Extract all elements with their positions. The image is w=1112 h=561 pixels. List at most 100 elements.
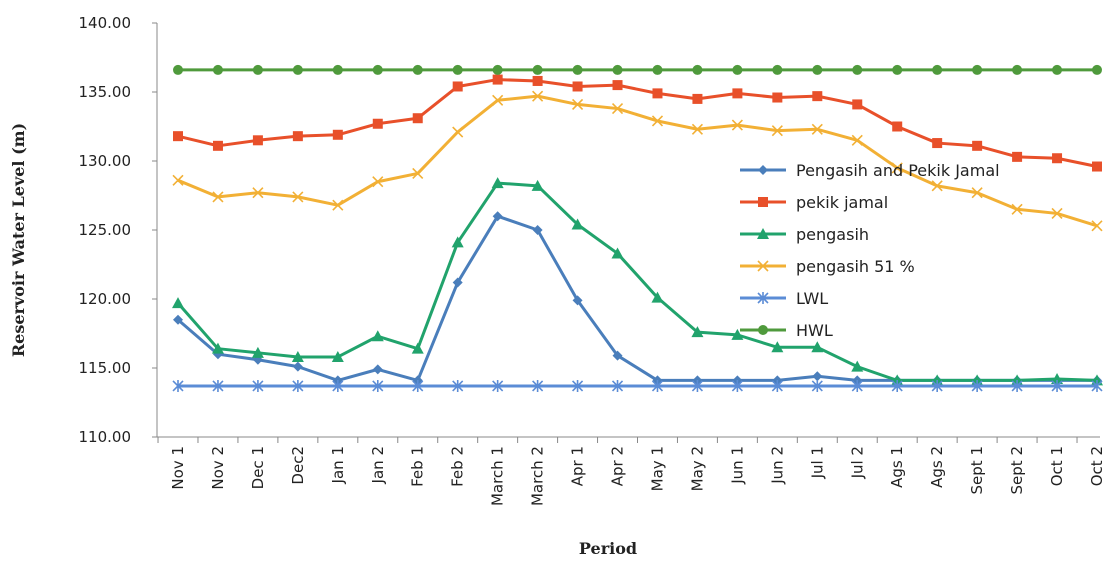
data-point [452, 277, 463, 288]
legend-label: pengasih [796, 225, 869, 244]
data-point [332, 199, 344, 211]
data-point [1091, 220, 1103, 232]
data-point [173, 314, 183, 325]
x-tick-label: Feb 1 [409, 446, 427, 487]
y-tick-label: 110.00 [79, 428, 132, 446]
data-point [732, 88, 743, 99]
data-point [212, 191, 224, 203]
data-point [172, 297, 184, 309]
data-point [332, 64, 343, 75]
y-axis-title: Reservoir Water Level (m) [9, 123, 28, 357]
data-point [292, 191, 304, 203]
data-point [372, 118, 383, 129]
data-point [492, 74, 503, 85]
data-point [532, 75, 543, 86]
data-point [1011, 203, 1023, 215]
x-tick-label: Sept 1 [968, 446, 986, 494]
data-point [852, 99, 863, 110]
data-point [211, 342, 224, 354]
data-point [932, 64, 943, 75]
data-point [1012, 151, 1023, 162]
data-point [972, 64, 983, 75]
data-point [372, 64, 383, 75]
y-tick-label: 125.00 [79, 221, 132, 239]
x-tick-label: March 1 [489, 446, 507, 506]
data-point [971, 379, 983, 392]
data-point [731, 328, 744, 340]
data-point [731, 379, 743, 392]
legend-item: Pengasih and Pekik Jamal [740, 161, 1000, 180]
series-pengasih [172, 177, 1103, 386]
x-tick-label: May 1 [648, 446, 666, 491]
data-point [971, 187, 983, 199]
data-point [452, 126, 464, 138]
data-point [651, 115, 664, 127]
data-point [412, 167, 424, 179]
data-point [492, 379, 504, 392]
data-point [811, 123, 823, 135]
data-point [292, 361, 303, 372]
x-tick-label: Oct 1 [1048, 446, 1066, 486]
data-point [252, 187, 264, 199]
data-point [372, 176, 384, 188]
x-tick-label: Jan 2 [369, 446, 387, 484]
data-point [452, 81, 463, 92]
data-point [932, 138, 943, 149]
y-tick-label: 140.00 [79, 14, 132, 32]
data-point [571, 218, 584, 230]
data-point [571, 379, 584, 392]
series-line [177, 94, 1098, 228]
x-tick-label: Jan 1 [329, 446, 347, 484]
data-point [1091, 379, 1103, 392]
series-layer [172, 64, 1103, 392]
y-tick-labels: 110.00 115.00 120.00 125.00 130.00 135.00 140.… [79, 14, 132, 446]
data-point [1051, 373, 1064, 385]
data-point [292, 379, 304, 392]
x-tick-label: Feb 2 [449, 446, 467, 487]
series-pengasih-and-pekik-jamal [173, 211, 1102, 386]
data-point [172, 379, 184, 392]
x-tick-label: Jun 2 [768, 446, 786, 485]
data-point [892, 64, 903, 75]
data-point [572, 81, 583, 92]
data-point [931, 180, 943, 192]
data-point [412, 64, 423, 75]
data-point [532, 90, 544, 102]
data-point [811, 341, 824, 353]
data-point [611, 379, 624, 392]
data-point [532, 225, 543, 235]
x-tick-label: Jul 2 [848, 446, 866, 479]
data-point [451, 236, 464, 248]
x-tick-label: Nov 1 [169, 446, 187, 490]
data-point [612, 80, 623, 91]
data-point [492, 94, 504, 106]
data-point [692, 64, 703, 75]
legend-item: pengasih [740, 225, 869, 244]
x-tick-label: May 2 [688, 446, 706, 491]
legend-item: LWL [740, 289, 828, 308]
data-point [212, 379, 224, 392]
data-point [292, 64, 303, 75]
data-point [757, 228, 769, 239]
data-point [891, 162, 903, 174]
data-point [452, 64, 463, 75]
data-point [1012, 64, 1023, 75]
data-point [892, 121, 903, 132]
data-point [652, 88, 663, 99]
y-tick-label: 130.00 [79, 152, 132, 170]
data-point [852, 64, 863, 75]
data-point [972, 140, 983, 151]
x-tick-label: Dec2 [289, 446, 307, 485]
y-tick-label: 135.00 [79, 83, 132, 101]
data-point [532, 64, 543, 75]
data-point [692, 93, 703, 104]
data-point [292, 131, 303, 142]
x-tick-label: Oct 2 [1088, 446, 1106, 486]
data-point [212, 140, 223, 151]
data-point [811, 379, 823, 392]
data-point [772, 64, 783, 75]
data-point [372, 379, 384, 392]
data-point [851, 134, 863, 146]
data-point [291, 350, 304, 362]
